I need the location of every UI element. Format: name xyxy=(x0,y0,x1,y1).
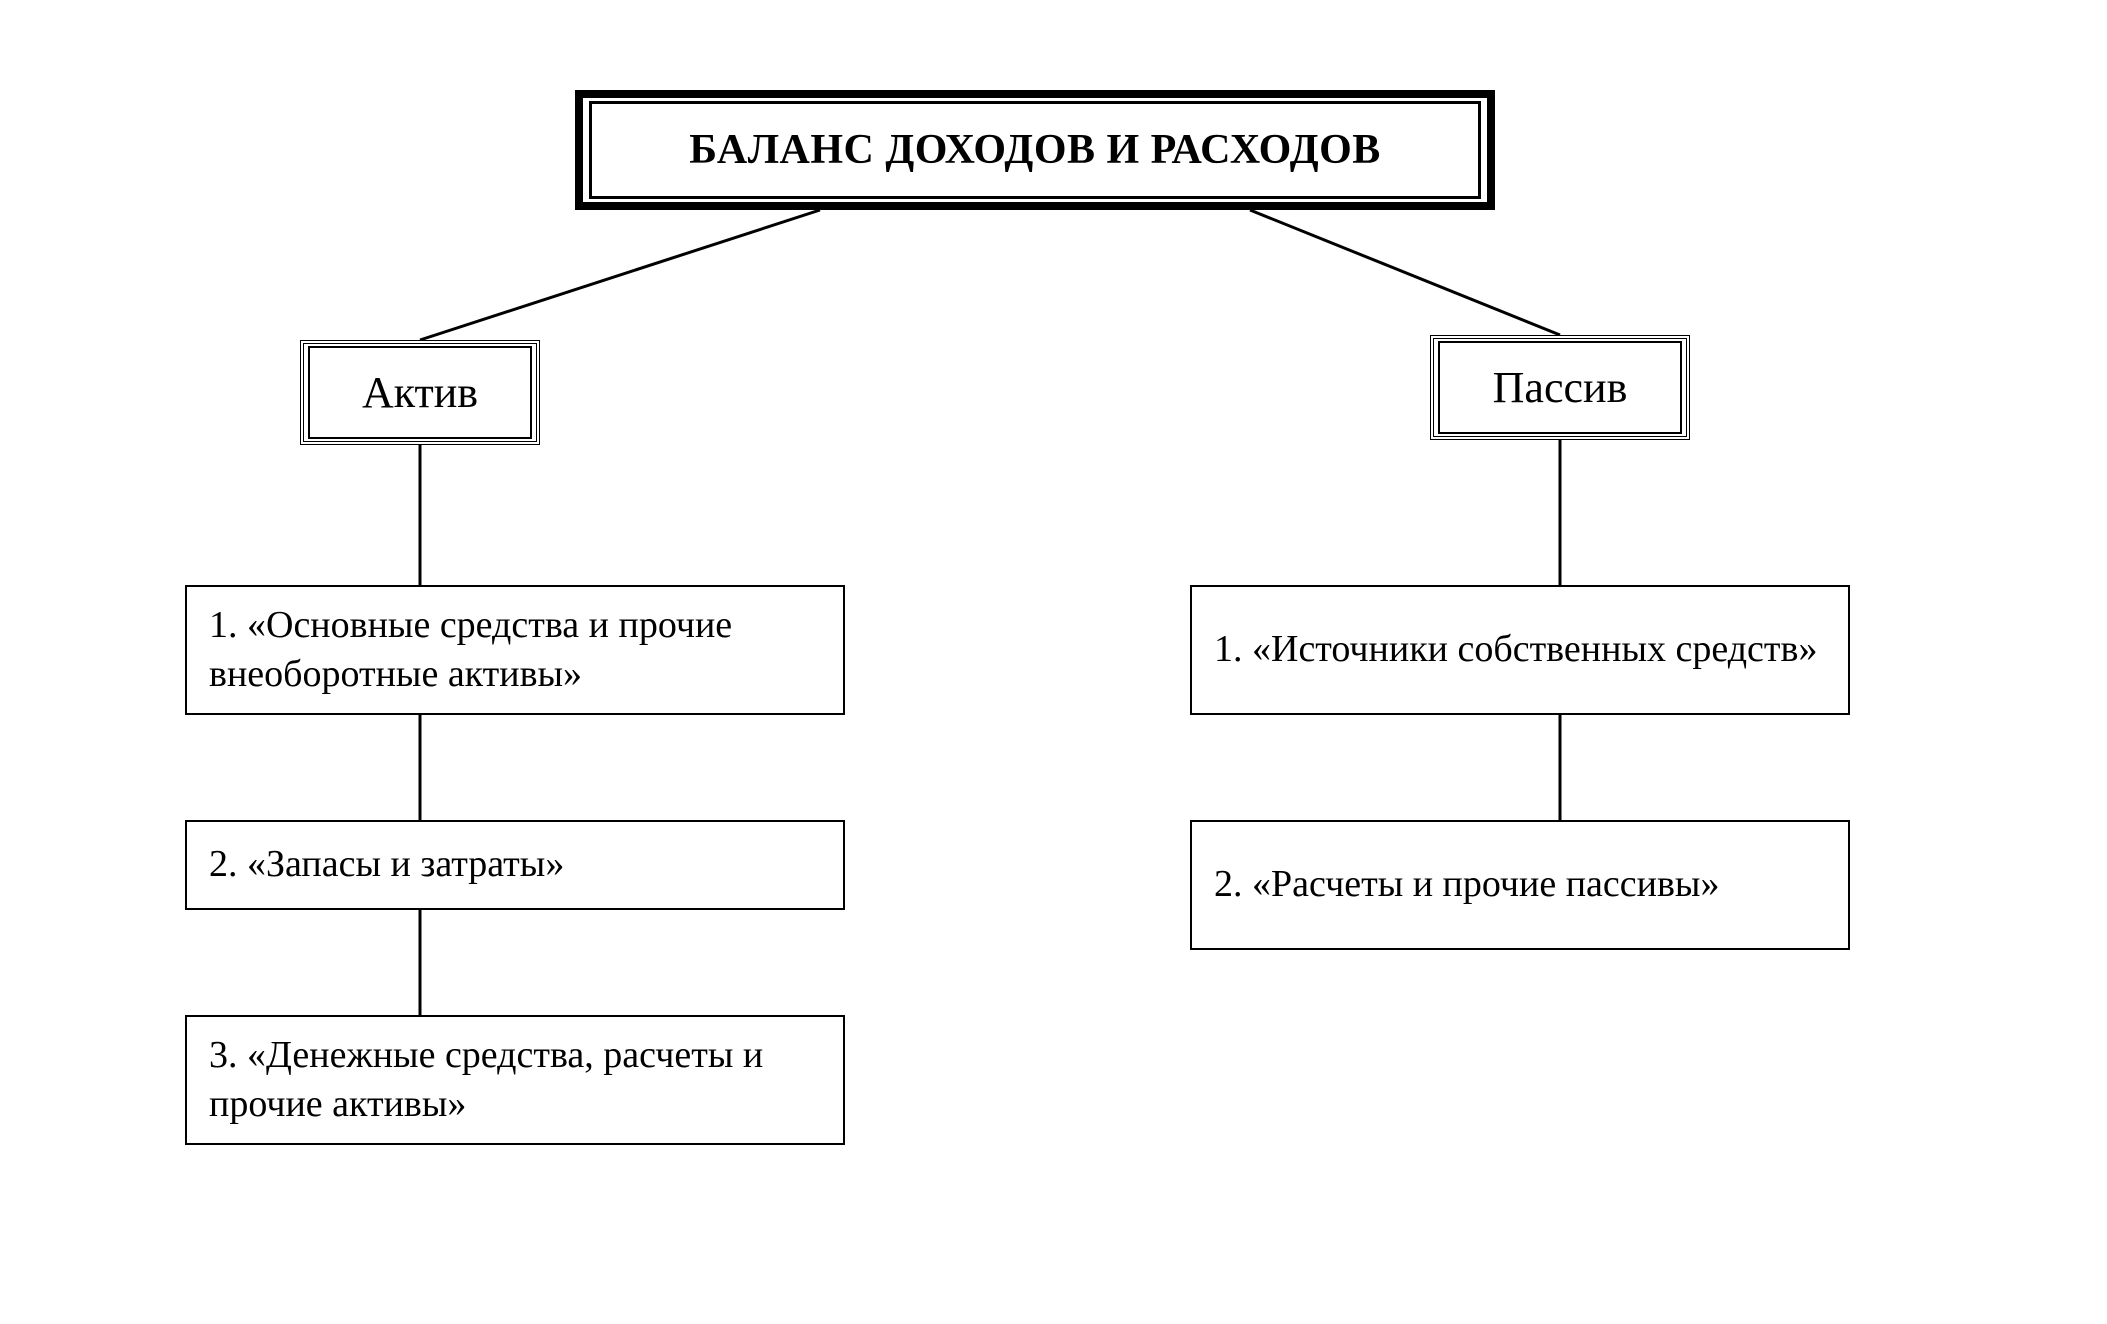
passiv-item-2-text: 2. «Расчеты и прочие пассивы» xyxy=(1214,860,1719,909)
branch-header-aktiv: Актив xyxy=(300,340,540,445)
branch-header-passiv-text: Пассив xyxy=(1438,341,1682,434)
branch-header-aktiv-text: Актив xyxy=(308,346,532,439)
aktiv-item-3-text: 3. «Денежные средства, расчеты и прочие … xyxy=(209,1031,821,1130)
aktiv-item-2-text: 2. «Запасы и затраты» xyxy=(209,840,564,889)
passiv-item-1-text: 1. «Источники собственных средств» xyxy=(1214,625,1817,674)
title-text: БАЛАНС ДОХОДОВ И РАСХОДОВ xyxy=(589,101,1481,199)
passiv-item-2: 2. «Расчеты и прочие пассивы» xyxy=(1190,820,1850,950)
aktiv-item-1: 1. «Основные средства и прочие внеоборот… xyxy=(185,585,845,715)
aktiv-item-3: 3. «Денежные средства, расчеты и прочие … xyxy=(185,1015,845,1145)
aktiv-item-2: 2. «Запасы и затраты» xyxy=(185,820,845,910)
branch-header-passiv: Пассив xyxy=(1430,335,1690,440)
passiv-item-1: 1. «Источники собственных средств» xyxy=(1190,585,1850,715)
title-box: БАЛАНС ДОХОДОВ И РАСХОДОВ xyxy=(575,90,1495,210)
aktiv-item-1-text: 1. «Основные средства и прочие внеоборот… xyxy=(209,601,821,700)
